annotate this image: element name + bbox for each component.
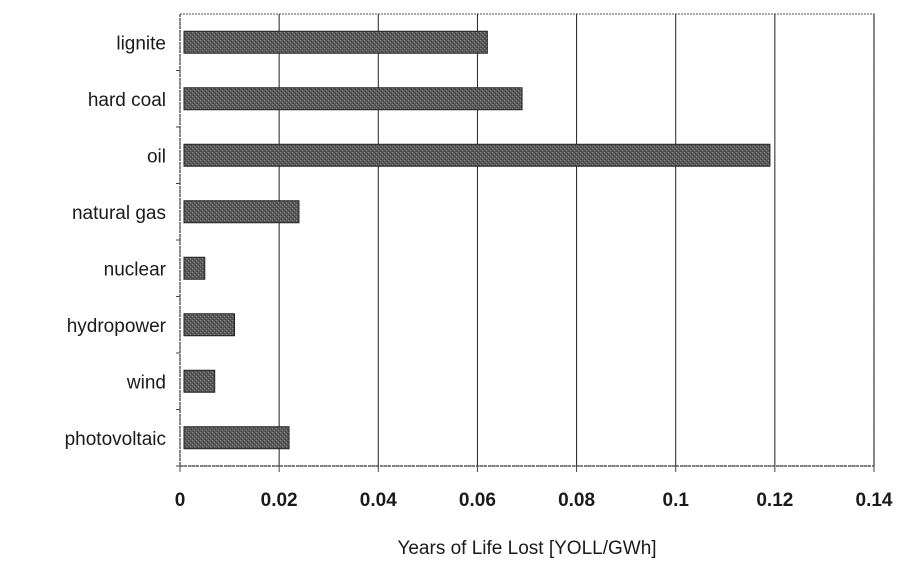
plot-area xyxy=(179,13,875,467)
bars xyxy=(176,30,771,467)
bar-wind xyxy=(183,369,216,393)
tick-labels: 0 0.02 0.04 0.06 0.08 0.1 0.12 0.14 xyxy=(175,490,893,511)
x-tick-label-2: 0.04 xyxy=(360,490,397,511)
bar-natural-gas xyxy=(183,200,300,224)
category-label-hydropower: hydropower xyxy=(67,316,167,337)
x-tick-label-5: 0.1 xyxy=(663,490,690,511)
bar-hard-coal xyxy=(183,87,523,111)
category-label-lignite: lignite xyxy=(116,33,166,54)
category-label-oil: oil xyxy=(147,146,166,167)
x-tick-label-1: 0.02 xyxy=(261,490,298,511)
bar-photovoltaic xyxy=(183,426,290,450)
category-label-hard-coal: hard coal xyxy=(88,90,166,111)
plot-frame xyxy=(179,13,875,467)
x-tick-label-7: 0.14 xyxy=(856,490,893,511)
bar-hydropower xyxy=(183,313,236,337)
gridlines xyxy=(179,14,875,472)
category-label-natural-gas: natural gas xyxy=(72,203,166,224)
x-tick-label-0: 0 xyxy=(175,490,186,511)
category-labels: lignite hard coal oil natural gas nuclear hyd… xyxy=(65,33,167,450)
category-label-photovoltaic: photovoltaic xyxy=(65,429,166,450)
category-label-nuclear: nuclear xyxy=(104,259,167,280)
bar-lignite xyxy=(183,30,488,54)
x-tick-label-4: 0.08 xyxy=(558,490,595,511)
bar-oil xyxy=(183,143,771,167)
bar-nuclear xyxy=(183,256,206,280)
x-tick-label-3: 0.06 xyxy=(459,490,496,511)
x-axis-title: Years of Life Lost [YOLL/GWh] xyxy=(397,538,656,559)
x-tick-label-6: 0.12 xyxy=(756,490,793,511)
category-label-wind: wind xyxy=(126,372,166,393)
